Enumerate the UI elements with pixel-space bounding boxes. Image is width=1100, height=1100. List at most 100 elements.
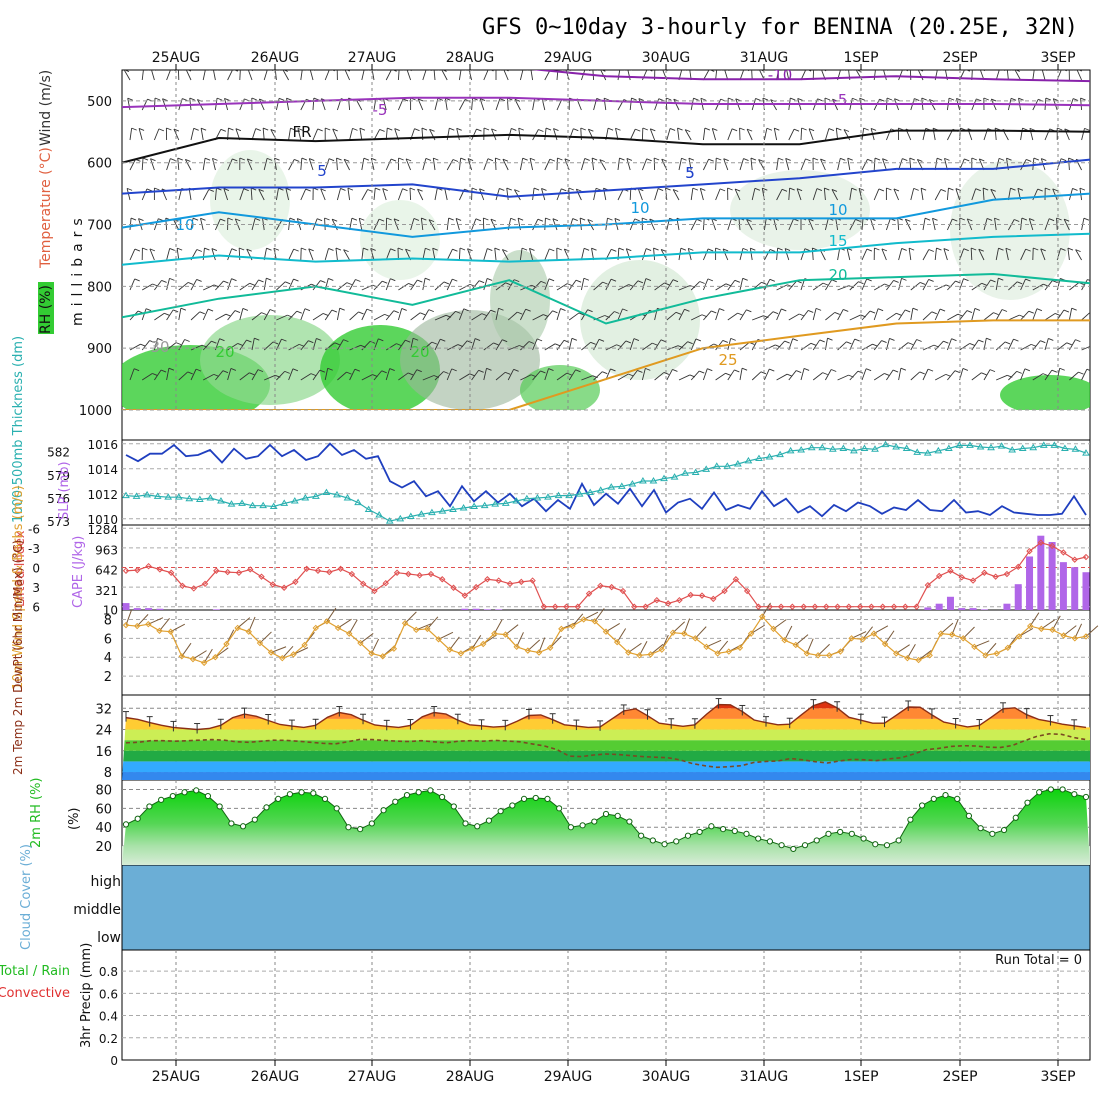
thickness-point — [966, 441, 974, 448]
wind10-barb — [1085, 625, 1099, 637]
thickness-point — [544, 493, 552, 500]
cape-bar — [946, 596, 954, 610]
thickness-point — [217, 497, 225, 504]
wind-barb-flag — [650, 128, 656, 132]
wind-barb-flag — [607, 217, 613, 221]
wind10-barb — [281, 645, 294, 659]
thickness-point — [1050, 441, 1059, 448]
wind-barb-flag — [575, 369, 581, 373]
wind-barb — [947, 313, 959, 321]
thickness-point — [691, 468, 700, 475]
wind-barb — [776, 158, 779, 171]
wind-barb-flag — [354, 368, 361, 372]
wind-barb-flag — [685, 129, 691, 133]
wind-barb — [349, 279, 356, 291]
wind-barb — [483, 248, 488, 261]
wind-barb-flag — [824, 187, 830, 191]
wind-barb-flag — [1072, 98, 1079, 102]
wind-barb-flag — [392, 70, 397, 72]
wind-barb-flag — [957, 313, 964, 317]
wind-barb-flag — [416, 369, 422, 373]
wind-barb — [881, 248, 887, 261]
wind-barb-flag — [154, 187, 160, 191]
wind-barb-flag — [908, 247, 915, 251]
wind-barb-flag — [834, 312, 840, 315]
lifted-index-point — [789, 603, 796, 610]
wind-barb-flag — [699, 281, 705, 284]
wind-barb — [764, 249, 771, 261]
chart-title: GFS 0~10day 3-hourly for BENINA (20.25E,… — [482, 15, 1078, 40]
wind-barb-flag — [389, 368, 395, 371]
cape-bar — [122, 603, 130, 610]
wind-barb-flag — [993, 312, 999, 316]
wind-barb — [593, 371, 603, 381]
wind-barb-flag — [866, 278, 872, 282]
wind-barb-flag — [1036, 308, 1043, 312]
wind-barb-flag — [293, 248, 299, 252]
lifted-index-point — [608, 583, 615, 591]
wind10-barb — [192, 650, 207, 660]
lifted-index-point — [992, 573, 999, 580]
wind-barb-flag — [285, 187, 292, 191]
wind-barb-flag — [746, 309, 752, 313]
wind-barb-flag — [831, 188, 838, 192]
wind-barb — [1080, 98, 1083, 111]
wind10-point — [569, 622, 576, 630]
thickness-point — [417, 510, 426, 517]
wind-barb-flag — [355, 279, 361, 282]
wind-barb-flag — [1026, 158, 1032, 162]
wind-barb-flag — [943, 340, 949, 344]
wind-barb — [690, 281, 701, 291]
wind-barb-flag — [232, 158, 238, 162]
wind-barb — [556, 70, 559, 81]
wind-barb — [666, 369, 673, 381]
wind-barb-flag — [334, 342, 340, 346]
wind10-point — [178, 653, 186, 660]
wind-barb — [178, 308, 182, 321]
cape-bar — [145, 608, 153, 610]
lifted-index-point — [551, 603, 559, 610]
wind-barb — [410, 369, 418, 381]
cape-bar — [1026, 556, 1034, 610]
wind10-barb — [940, 622, 954, 634]
wind-barb-flag — [1054, 313, 1061, 316]
wind-barb — [501, 249, 509, 261]
wind-barb-flag — [514, 279, 520, 283]
rh2m-point — [158, 796, 165, 803]
rh-tick-label: 40 — [95, 821, 112, 836]
wind-barb — [776, 70, 780, 81]
cape-tick-label: 642 — [95, 564, 118, 578]
rh2m-point — [579, 822, 586, 829]
wind-barb — [288, 310, 298, 321]
lifted-index-point — [710, 595, 717, 603]
wind-barb-flag — [1079, 187, 1086, 191]
wind-barb-flag — [1024, 368, 1031, 372]
wind-barb-flag — [827, 337, 833, 341]
panel-wind10 — [121, 609, 1091, 696]
wind-barb — [433, 70, 436, 81]
thickness-point — [364, 505, 373, 513]
wind-barb-flag — [712, 128, 718, 131]
wind-barb-flag — [299, 343, 305, 347]
wind-barb-flag — [548, 368, 554, 372]
wind-barb — [312, 280, 321, 291]
wind-barb-flag — [319, 369, 326, 373]
wind-barb — [934, 248, 937, 261]
wind-barb — [459, 373, 470, 381]
wind-barb — [308, 158, 314, 171]
wind-barb-flag — [138, 218, 144, 222]
wind-barb-flag — [162, 98, 168, 102]
wind-barb-flag — [316, 338, 322, 341]
wind-barb-flag — [611, 248, 617, 252]
wind-barb-flag — [1043, 283, 1049, 287]
wind-barb — [471, 98, 474, 111]
lifted-index-point — [495, 577, 502, 584]
wind-barb — [263, 309, 271, 321]
wind-barb-flag — [561, 188, 567, 192]
wind-barb-flag — [204, 157, 211, 161]
wind-barb-flag — [405, 158, 412, 162]
wind-barb-flag — [704, 127, 711, 131]
wind-barb-flag — [637, 280, 644, 284]
wind-barb — [432, 248, 436, 261]
wind-barb-flag — [909, 157, 915, 161]
